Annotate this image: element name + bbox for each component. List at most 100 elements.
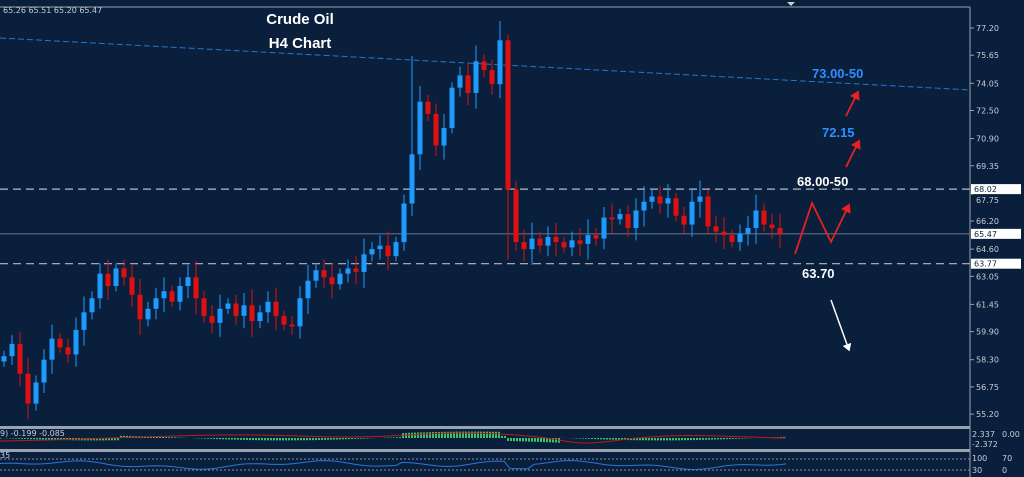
shift-marker-icon[interactable]: [787, 2, 795, 6]
macd-histogram-bar: [642, 438, 644, 441]
candle-body: [513, 189, 519, 243]
candle-body: [185, 277, 191, 286]
macd-histogram-bar: [582, 438, 584, 439]
candle-body: [761, 210, 767, 225]
macd-histogram-bar: [522, 438, 524, 442]
candle-body: [281, 315, 287, 325]
macd-histogram-bar: [543, 438, 545, 443]
candle-body: [337, 273, 343, 285]
macd-histogram-bar: [105, 438, 107, 441]
candle-body: [241, 305, 247, 316]
macd-histogram-bar: [600, 438, 602, 440]
macd-histogram-bar: [516, 438, 518, 442]
y-tick-label: 61.45: [976, 300, 999, 309]
macd-histogram-bar: [465, 431, 467, 438]
macd-histogram-bar: [39, 438, 41, 440]
macd-panel: 9) -0.199 -0.085 2.337 0.00 -2.372: [0, 429, 1020, 449]
y-tick-label: 63.05: [976, 272, 999, 281]
rsi-panel-separator[interactable]: [0, 449, 970, 452]
macd-histogram-bar: [552, 438, 554, 443]
candle-body: [33, 382, 39, 404]
y-tick-label: 55.20: [976, 410, 999, 419]
candle-body: [505, 40, 511, 190]
macd-histogram-bar: [162, 436, 164, 438]
resistance-price-badge-bg: [971, 184, 1021, 195]
rsi-line: [0, 459, 787, 471]
candle-body: [297, 298, 303, 327]
candle-body: [145, 308, 151, 320]
resistance-price-badge: 68.02: [974, 185, 997, 194]
arrow-to-target-mid: [845, 139, 861, 168]
macd-histogram-bar: [276, 438, 278, 441]
macd-histogram-bar: [351, 438, 353, 440]
macd-histogram-bar: [684, 438, 686, 441]
macd-histogram-bar: [54, 438, 56, 440]
macd-histogram-bar: [120, 435, 122, 438]
macd-histogram-bar: [426, 432, 428, 438]
candle-body: [721, 231, 727, 236]
macd-histogram-bar: [219, 438, 221, 440]
y-tick-label: 72.50: [976, 106, 999, 115]
macd-histogram-bar: [297, 438, 299, 441]
macd-histogram-bar: [285, 438, 287, 441]
candle-body: [313, 270, 319, 281]
macd-histogram-bar: [168, 437, 170, 438]
macd-histogram-bar: [702, 438, 704, 440]
macd-histogram-bar: [0, 438, 2, 439]
macd-histogram-bar: [36, 438, 38, 440]
macd-histogram-bar: [165, 437, 167, 438]
y-tick-label: 64.60: [976, 245, 999, 254]
y-tick-label: 75.65: [976, 51, 999, 60]
macd-histogram-bar: [621, 438, 623, 440]
candle-body: [153, 298, 159, 309]
macd-histogram-bar: [633, 438, 635, 441]
macd-histogram-bar: [111, 438, 113, 441]
candle-body: [73, 329, 79, 355]
macd-histogram-bar: [174, 437, 176, 438]
macd-histogram-bar: [393, 437, 395, 438]
candle-body: [233, 303, 239, 316]
macd-histogram-bar: [153, 436, 155, 438]
macd-histogram-bar: [666, 438, 668, 441]
macd-histogram-bar: [591, 438, 593, 439]
macd-histogram-bar: [618, 438, 620, 440]
macd-histogram-bar: [321, 438, 323, 440]
macd-histogram-bar: [96, 438, 98, 441]
y-tick-label: 70.90: [976, 135, 999, 144]
y-tick-label: 69.35: [976, 162, 999, 171]
candle-body: [465, 75, 471, 93]
macd-histogram-bar: [720, 438, 722, 440]
candle-body: [41, 359, 47, 383]
macd-histogram-bar: [540, 438, 542, 443]
macd-histogram-bar: [150, 436, 152, 438]
macd-panel-separator[interactable]: [0, 426, 970, 429]
macd-histogram-bar: [420, 432, 422, 438]
macd-histogram-bar: [279, 438, 281, 441]
macd-histogram-bar: [45, 438, 47, 440]
macd-histogram-bar: [231, 438, 233, 440]
arrow-to-target-high: [845, 90, 860, 117]
candle-body: [97, 273, 103, 299]
macd-histogram-bar: [588, 438, 590, 439]
candle-body: [1, 356, 7, 362]
candle-body: [169, 291, 175, 302]
macd-histogram-bar: [657, 438, 659, 441]
y-tick-label: 74.05: [976, 79, 999, 88]
candle-body: [521, 242, 527, 250]
macd-histogram-bar: [258, 438, 260, 441]
macd-histogram-bar: [255, 438, 257, 441]
macd-histogram-bar: [363, 438, 365, 439]
macd-histogram-bar: [654, 438, 656, 441]
macd-histogram-bar: [291, 438, 293, 441]
chart-subtitle: H4 Chart: [269, 35, 332, 52]
candle-body: [489, 70, 495, 85]
candle-body: [585, 235, 591, 244]
candle-body: [201, 298, 207, 316]
candle-body: [377, 245, 383, 250]
macd-histogram-bar: [612, 438, 614, 440]
macd-histogram-bar: [555, 438, 557, 443]
candle-body: [361, 254, 367, 272]
macd-histogram-bar: [324, 438, 326, 440]
macd-histogram-bar: [432, 432, 434, 438]
